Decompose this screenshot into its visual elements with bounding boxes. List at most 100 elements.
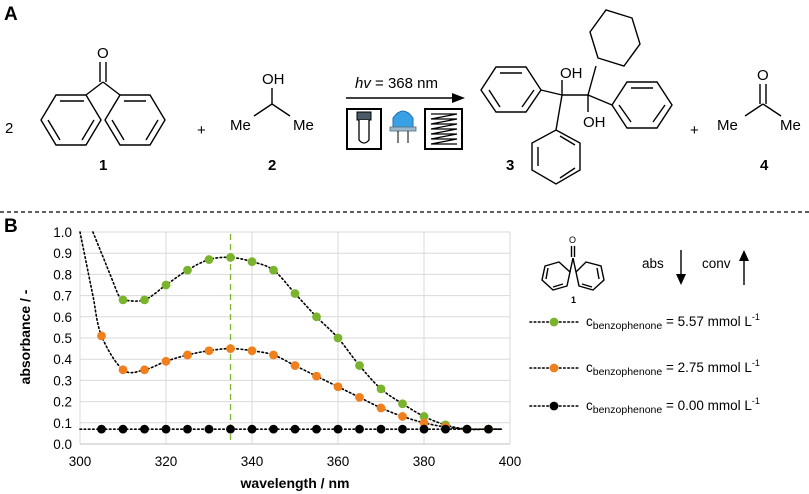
isopropanol-oh: OH [262,71,285,88]
data-point-series-3 [290,424,300,434]
data-point-series-3 [355,424,364,434]
data-point-series-3 [140,424,149,434]
coefficient-2: 2 [5,120,13,137]
data-point-series-1 [226,253,235,262]
absorbance-chart: 0.0 0.1 0.2 0.3 0.4 0.5 0.6 0.7 0.8 0.9 1.0 300 320 3… [53,225,521,469]
compound-label-2: 2 [268,157,276,174]
panel-a-label: A [4,4,18,25]
y-tick-label: 0.6 [53,310,72,325]
reaction-arrow [346,93,465,103]
compound-label-3: 3 [506,157,514,174]
legend-molecule-structure [541,246,605,291]
data-point-series-3 [118,424,128,434]
isopropanol-me-left: Me [230,117,251,134]
x-tick-label: 360 [327,454,350,469]
acetone-me-left: Me [717,117,738,134]
x-tick-label: 400 [499,454,522,469]
data-point-series-2 [419,418,429,428]
acetone-structure [744,84,782,117]
data-point-series-3 [462,424,472,434]
abs-down-arrow-icon [676,250,686,285]
benzopinacol-oh-2: OH [583,114,606,131]
acetone-oxygen: O [757,67,769,84]
data-point-series-2 [247,346,257,356]
data-point-series-2 [97,331,106,341]
data-point-series-1 [183,265,192,275]
data-point-series-3 [97,424,106,434]
data-point-series-1 [140,295,149,305]
data-point-series-2 [118,365,128,375]
legend-marker [549,317,559,327]
data-point-series-2 [376,403,386,413]
data-point-series-1 [376,384,386,394]
data-point-series-2 [333,382,343,392]
legend-molecule-oxygen: O [569,235,576,245]
compound-label-4: 4 [760,157,769,174]
plus-sign-1: + [197,122,206,139]
photoreactor-icon [346,108,382,150]
data-point-series-2 [161,356,171,366]
data-point-series-1 [333,333,343,343]
x-tick-label: 380 [413,454,436,469]
data-point-series-2 [398,412,407,421]
panel-b-label: B [4,216,18,237]
legend-label: cbenzophenone = 2.75 mmol L-1 [586,358,760,378]
data-point-series-3 [484,424,493,434]
y-tick-label: 0.3 [53,373,72,388]
compound-label-1: 1 [99,157,107,174]
legend-marker [549,363,559,373]
series-points [97,253,493,434]
chart-grid [79,231,511,445]
legend-label: cbenzophenone = 5.57 mmol L-1 [586,312,760,332]
x-axis-title: wavelength / nm [240,475,350,491]
series-curves [79,231,503,431]
benzopinacol-oh-1: OH [560,65,583,82]
x-tick-label: 300 [69,454,92,469]
conv-label: conv [702,256,731,271]
acetone-me-right: Me [780,117,801,134]
coil-icon [424,108,463,150]
y-tick-label: 0.2 [53,395,72,410]
benzopinacol-structure [480,9,673,185]
led-icon [389,110,417,143]
legend-label: cbenzophenone = 0.00 mmol L-1 [586,396,760,416]
data-point-series-2 [290,361,300,370]
data-point-series-2 [226,344,235,353]
data-point-series-3 [226,424,235,434]
isopropanol-structure [253,88,291,117]
x-tick-label: 320 [155,454,178,469]
data-point-series-1 [355,361,364,370]
benzophenone-structure [40,62,166,146]
data-point-series-3 [398,424,407,434]
data-point-series-2 [355,392,364,402]
data-point-series-1 [419,412,429,421]
axis-ticks: 0.0 0.1 0.2 0.3 0.4 0.5 0.6 0.7 0.8 0.9 1.0 300 320 3… [53,225,521,469]
data-point-series-3 [333,424,343,434]
data-point-series-3 [204,424,214,434]
data-point-series-1 [204,255,214,264]
data-point-series-3 [441,424,450,434]
legend-molecule-label: 1 [571,295,576,305]
y-tick-label: 0.8 [53,267,72,282]
data-point-series-2 [140,365,149,375]
abs-label: abs [642,256,664,271]
data-point-series-3 [419,424,429,434]
condition-text: hv = 368 nm [355,75,438,92]
x-tick-label: 340 [241,454,264,469]
data-point-series-3 [161,424,171,434]
benzophenone-oxygen: O [97,45,109,62]
data-point-series-3 [312,424,321,434]
data-point-series-1 [247,257,257,267]
y-tick-label: 0.4 [53,352,72,367]
y-tick-label: 1.0 [53,225,72,240]
data-point-series-1 [269,265,278,275]
data-point-series-1 [398,399,407,409]
y-axis-title: absorbance / - [17,289,33,384]
y-tick-label: 0.5 [53,331,72,346]
data-point-series-2 [183,350,192,360]
data-point-series-1 [161,280,171,290]
data-point-series-3 [183,424,192,434]
y-tick-label: 0.9 [53,246,72,261]
data-point-series-2 [204,346,214,356]
